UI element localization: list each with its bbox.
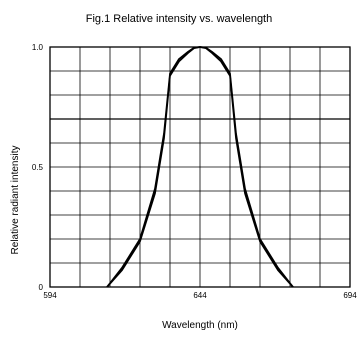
x-axis-label: Wavelength (nm) — [162, 320, 238, 331]
x-tick-label: 644 — [193, 291, 207, 300]
y-tick-label: 0 — [39, 283, 44, 292]
x-tick-label: 594 — [43, 291, 57, 300]
intensity-curve-outer — [106, 46, 294, 288]
chart-title: Fig.1 Relative intensity vs. wavelength — [86, 13, 272, 25]
y-tick-label: 0.5 — [32, 163, 44, 172]
grid — [50, 47, 350, 287]
curve-layer — [106, 46, 294, 288]
y-tick-label: 1.0 — [32, 43, 44, 52]
tick-labels: 594 644 694 0 0.5 1.0 — [32, 43, 357, 300]
x-tick-label: 694 — [343, 291, 357, 300]
y-axis-label: Relative radiant intensity — [10, 146, 21, 255]
